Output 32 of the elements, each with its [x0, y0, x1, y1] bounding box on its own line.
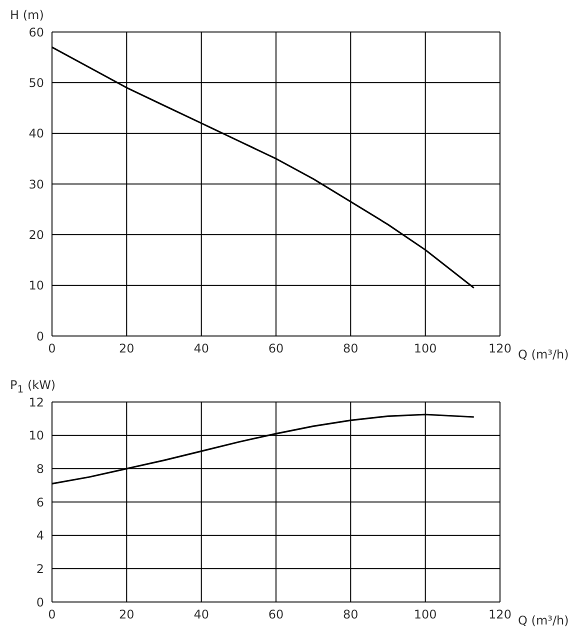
y-tick-label: 0: [36, 329, 44, 344]
x-tick-label: 100: [414, 608, 437, 622]
y-tick-label: 30: [28, 177, 44, 192]
x-tick-label: 120: [488, 342, 512, 356]
x-tick-label: 0: [48, 342, 56, 356]
y-axis-title: H (m): [10, 8, 45, 24]
y-tick-label: 12: [28, 395, 44, 410]
y-tick-label: 2: [36, 562, 44, 576]
x-tick-label: 40: [194, 342, 209, 356]
y-tick-label: 10: [28, 278, 44, 293]
y-tick-label: 40: [28, 126, 44, 141]
x-axis-title: Q (m³/h): [518, 347, 569, 362]
x-axis-title: Q (m³/h): [518, 613, 569, 628]
x-tick-label: 40: [194, 608, 209, 622]
y-tick-label: 4: [36, 528, 44, 543]
y-tick-label: 10: [28, 428, 44, 443]
x-tick-label: 0: [48, 608, 56, 622]
x-tick-label: 20: [119, 342, 134, 356]
x-tick-label: 60: [268, 608, 284, 622]
y-tick-label: 50: [28, 76, 44, 90]
y-tick-label: 0: [36, 595, 44, 610]
x-tick-label: 60: [268, 342, 284, 356]
x-tick-label: 120: [488, 608, 512, 622]
y-axis-title: P$_{1}$ (kW): [10, 378, 57, 396]
y-tick-label: 8: [36, 462, 44, 476]
y-tick-label: 60: [28, 25, 44, 40]
y-tick-label: 6: [36, 495, 44, 510]
y-tick-label: 20: [28, 228, 44, 242]
x-tick-label: 80: [343, 342, 358, 356]
x-tick-label: 80: [343, 608, 358, 622]
x-tick-label: 100: [414, 342, 437, 356]
x-tick-label: 20: [119, 608, 134, 622]
